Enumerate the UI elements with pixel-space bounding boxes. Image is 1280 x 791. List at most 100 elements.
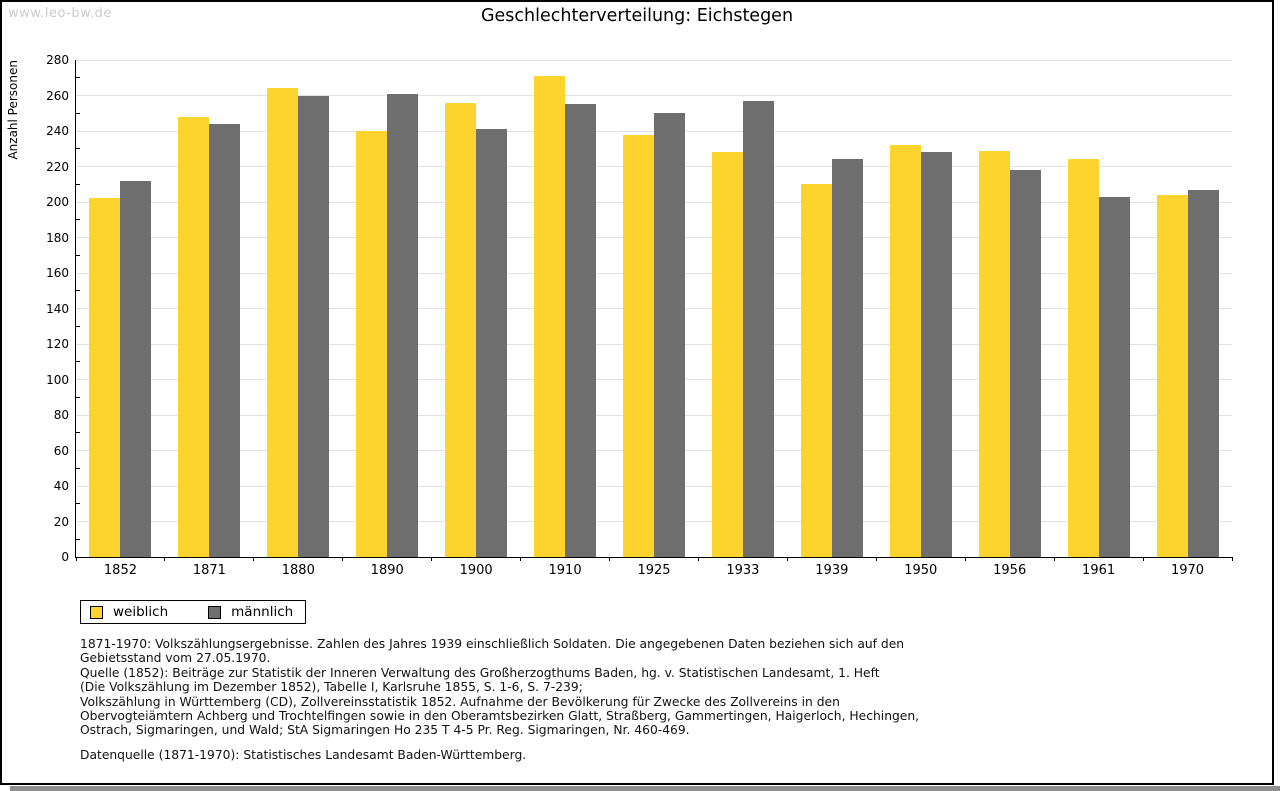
x-tick-label: 1961 xyxy=(1082,563,1116,578)
bars-layer xyxy=(76,60,1232,557)
y-minor-tick xyxy=(76,77,80,79)
x-tick xyxy=(1142,557,1144,561)
y-minor-tick xyxy=(76,254,80,256)
bar-weiblich-1950 xyxy=(889,145,921,557)
legend: weiblich männlich xyxy=(80,600,307,624)
bar-weiblich-1852 xyxy=(89,198,121,557)
x-tick xyxy=(75,557,77,561)
y-tick-label: 280 xyxy=(46,53,69,67)
x-tick xyxy=(1053,557,1055,561)
bar-männlich-1970 xyxy=(1187,189,1219,557)
y-minor-tick xyxy=(76,112,80,114)
y-tick-label: 180 xyxy=(46,230,69,245)
bar-männlich-1880 xyxy=(298,95,330,557)
y-minor-tick xyxy=(76,503,80,505)
x-tick xyxy=(786,557,788,561)
bar-weiblich-1939 xyxy=(800,184,832,557)
x-tick xyxy=(164,557,166,561)
y-tick-label: 100 xyxy=(46,372,69,387)
y-tick-label: 60 xyxy=(53,443,69,458)
y-tick-label: 140 xyxy=(46,301,69,316)
gridline xyxy=(76,95,1232,96)
x-tick-label: 1970 xyxy=(1170,563,1205,578)
bar-group-1871 xyxy=(165,60,254,557)
bar-weiblich-1933 xyxy=(711,152,743,557)
x-tick xyxy=(520,557,522,561)
y-minor-tick xyxy=(76,467,80,469)
bar-group-1950 xyxy=(876,60,965,557)
y-tick-label: 120 xyxy=(46,337,69,351)
legend-item-männlich: männlich xyxy=(208,604,293,620)
x-tick xyxy=(697,557,699,561)
source-note-line: Ostrach, Sigmaringen, und Wald; StA Sigm… xyxy=(80,723,690,738)
x-tick-label: 1900 xyxy=(459,563,493,578)
bar-group-1933 xyxy=(698,60,787,557)
x-tick-label: 1871 xyxy=(192,563,226,578)
y-minor-tick xyxy=(76,396,80,398)
legend-label: weiblich xyxy=(113,604,169,620)
bar-männlich-1852 xyxy=(120,180,152,557)
y-minor-tick xyxy=(76,538,80,540)
bar-weiblich-1961 xyxy=(1067,159,1099,557)
x-tick xyxy=(253,557,255,561)
bar-weiblich-1871 xyxy=(178,116,210,557)
source-note-line: (Die Volkszählung im Dezember 1852), Tab… xyxy=(80,680,583,695)
bar-group-1961 xyxy=(1054,60,1143,557)
x-tick-label: 1950 xyxy=(904,563,938,578)
x-tick xyxy=(342,557,344,561)
legend-item-weiblich: weiblich xyxy=(90,604,168,620)
bar-group-1910 xyxy=(521,60,610,557)
legend-swatch-icon xyxy=(208,605,222,619)
source-note-line: 1871-1970: Volkszählungsergebnisse. Zahl… xyxy=(80,637,905,651)
source-note-line: Gebietsstand vom 27.05.1970. xyxy=(80,651,271,666)
legend-label: männlich xyxy=(231,604,294,620)
bar-group-1956 xyxy=(965,60,1054,557)
y-minor-tick xyxy=(76,325,80,327)
bar-männlich-1939 xyxy=(831,159,863,557)
y-tick-label: 0 xyxy=(61,550,69,564)
source-note-line: Quelle (1852): Beiträge zur Statistik de… xyxy=(80,665,880,680)
x-axis-labels: 1852 1871 1880 1890 1900 1910 1925 1933 1939 1950… xyxy=(76,563,1232,578)
y-tick-label: 240 xyxy=(46,124,69,138)
bar-männlich-1871 xyxy=(209,123,241,557)
x-tick-label: 1939 xyxy=(815,563,849,578)
bar-weiblich-1900 xyxy=(445,102,477,557)
bar-weiblich-1910 xyxy=(534,75,566,557)
bar-männlich-1925 xyxy=(653,113,685,557)
y-tick-label: 200 xyxy=(46,195,69,209)
bar-männlich-1900 xyxy=(476,129,508,557)
x-tick-label: 1956 xyxy=(993,563,1027,578)
y-minor-tick xyxy=(76,290,80,292)
y-tick-label: 220 xyxy=(46,159,69,174)
chart-title: Geschlechterverteilung: Eichstegen xyxy=(480,6,794,26)
y-axis-title: Anzahl Personen xyxy=(6,60,20,160)
bar-weiblich-1880 xyxy=(267,88,299,557)
y-tick-label: 40 xyxy=(53,479,69,493)
watermark: www.leo-bw.de xyxy=(8,6,112,21)
bar-männlich-1933 xyxy=(742,100,774,557)
x-tick-label: 1933 xyxy=(726,563,760,578)
datasource-line: Datenquelle (1871-1970): Statistisches L… xyxy=(80,747,527,762)
y-tick-label: 260 xyxy=(46,88,69,103)
x-tick xyxy=(1231,557,1233,561)
bar-männlich-1950 xyxy=(920,152,952,557)
source-note-line: Obervogteiämtern Achberg und Trochtelfin… xyxy=(80,709,920,724)
x-tick-label: 1890 xyxy=(370,563,404,578)
y-minor-tick xyxy=(76,361,80,363)
y-tick-label: 80 xyxy=(53,408,69,422)
source-note-line: Volkszählung in Württemberg (CD), Zollve… xyxy=(80,694,840,709)
y-minor-tick xyxy=(76,183,80,185)
x-tick-label: 1852 xyxy=(103,563,137,578)
bar-männlich-1956 xyxy=(1009,170,1041,557)
y-minor-tick xyxy=(76,219,80,221)
frame-shadow xyxy=(10,786,1280,791)
y-tick-label: 20 xyxy=(53,514,69,529)
gridline xyxy=(76,59,1232,61)
bar-weiblich-1956 xyxy=(978,150,1010,557)
bar-group-1939 xyxy=(787,60,876,557)
x-tick-label: 1925 xyxy=(637,563,671,578)
y-minor-tick xyxy=(76,432,80,434)
plot-area: 0 20 40 60 80 100 120 140 160 180 200 220 240 260 280 … xyxy=(46,53,1233,578)
source-notes-lines: 1871-1970: Volkszählungsergebnisse. Zahl… xyxy=(80,637,919,738)
